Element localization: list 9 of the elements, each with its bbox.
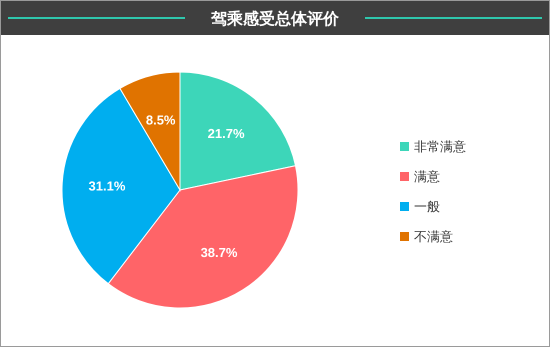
legend-label: 一般 bbox=[414, 199, 440, 214]
legend-label: 满意 bbox=[414, 169, 440, 184]
data-label: 31.1% bbox=[88, 178, 126, 194]
legend-label: 不满意 bbox=[414, 229, 453, 244]
legend-label: 非常满意 bbox=[414, 139, 466, 154]
data-label: 8.5% bbox=[146, 112, 176, 128]
data-label: 38.7% bbox=[200, 244, 238, 260]
chart-title: 驾乘感受总体评价 bbox=[210, 10, 340, 28]
data-label: 21.7% bbox=[208, 126, 245, 142]
